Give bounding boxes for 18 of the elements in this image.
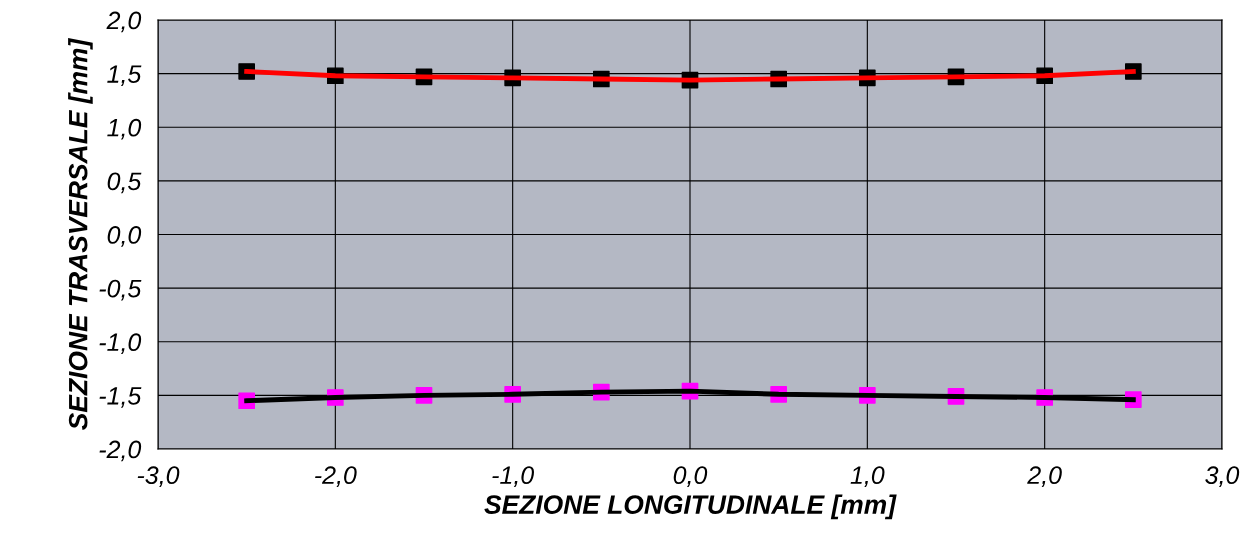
y-tick-label: 1,5	[107, 65, 142, 86]
x-tick-label: -1,0	[492, 466, 534, 487]
y-axis-title: SEZIONE TRASVERSALE [mm]	[68, 38, 93, 430]
x-tick-label: 2,0	[1027, 466, 1062, 487]
y-tick-label: 2,0	[106, 11, 142, 33]
x-tick-label: -2,0	[315, 466, 357, 487]
y-tick-label: -2,0	[99, 440, 142, 462]
x-tick-label: 1,0	[850, 466, 885, 487]
y-tick-label: -1,5	[99, 387, 142, 408]
x-tick-label: 3,0	[1205, 466, 1240, 487]
x-tick-label: 0,0	[673, 466, 708, 487]
y-tick-label: 0,0	[107, 226, 142, 247]
y-tick-label: -0,5	[99, 279, 142, 301]
y-tick-label: 1,0	[107, 118, 142, 140]
x-axis-title: SEZIONE LONGITUDINALE [mm]	[484, 494, 897, 520]
y-tick-label: 0,5	[107, 172, 142, 194]
x-tick-label: -3,0	[137, 466, 180, 487]
y-tick-label: -1,0	[99, 333, 142, 355]
